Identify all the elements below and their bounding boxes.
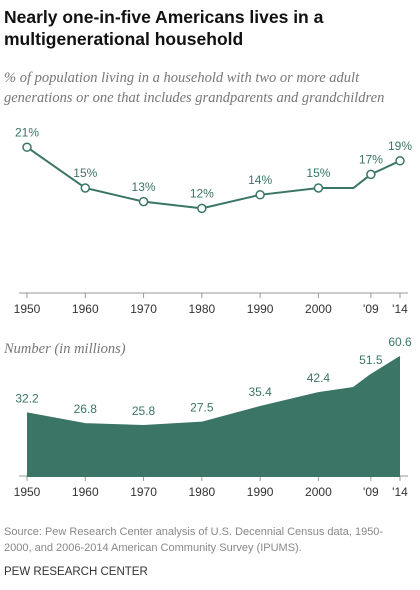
x-tick-label: 1980	[188, 485, 215, 499]
point	[366, 169, 376, 180]
data-label: 35.4	[248, 385, 272, 399]
data-label: 26.8	[74, 402, 98, 416]
data-label: 25.8	[132, 404, 156, 418]
chart-subtitle: Number (in millions)	[4, 341, 126, 357]
x-tick-label: '09	[363, 302, 379, 316]
data-label: 13%	[132, 180, 156, 194]
x-tick-label: 1960	[72, 302, 99, 316]
x-tick-label: '14	[392, 485, 408, 499]
x-tick-label: 2000	[305, 302, 332, 316]
area-fill	[27, 356, 400, 477]
point	[22, 142, 32, 152]
chart-subtitle: % of population living in a household wi…	[4, 70, 385, 106]
x-tick-label: '14	[392, 302, 408, 316]
x-tick-label: 1960	[72, 485, 99, 499]
point	[138, 196, 149, 207]
point	[313, 183, 324, 193]
data-label: 27.5	[190, 401, 214, 415]
x-tick-label: 1950	[14, 302, 41, 316]
point	[80, 183, 91, 193]
point	[255, 190, 265, 200]
data-label: 15%	[306, 166, 330, 180]
data-label: 60.6	[388, 335, 412, 349]
data-label: 19%	[388, 139, 412, 153]
x-tick-label: 1970	[130, 485, 157, 499]
x-tick-label: 1980	[188, 302, 215, 316]
data-label: 17%	[359, 153, 383, 167]
x-tick-label: 1970	[130, 302, 157, 316]
x-tick-label: '09	[363, 485, 379, 499]
area-edge	[26, 356, 401, 427]
chart-title: Nearly one-in-five Americans lives in a …	[4, 7, 324, 49]
data-label: 42.4	[307, 371, 331, 385]
x-tick-label: 1950	[14, 485, 41, 499]
data-label: 21%	[15, 125, 39, 139]
point	[395, 156, 405, 166]
data-label: 32.2	[15, 391, 39, 405]
data-label: 14%	[248, 173, 272, 187]
data-label: 12%	[190, 187, 214, 201]
x-tick-label: 2000	[305, 485, 332, 499]
data-label: 15%	[73, 166, 97, 180]
credit: PEW RESEARCH CENTER	[4, 566, 148, 578]
data-label: 51.5	[359, 353, 383, 367]
x-tick-label: 1990	[247, 302, 274, 316]
point	[197, 203, 207, 214]
x-tick-label: 1990	[247, 485, 274, 499]
source-note: Source: Pew Research Center analysis of …	[4, 526, 384, 554]
